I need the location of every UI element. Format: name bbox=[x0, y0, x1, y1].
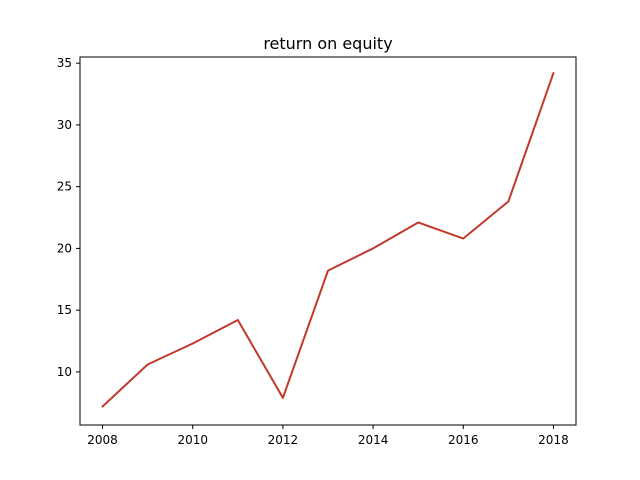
data-point bbox=[327, 269, 329, 272]
y-tick-label: 10 bbox=[57, 365, 72, 379]
x-tick-label: 2016 bbox=[448, 433, 479, 447]
y-tick-label: 25 bbox=[57, 180, 72, 194]
y-tick-label: 15 bbox=[57, 303, 72, 317]
data-point bbox=[372, 247, 374, 250]
x-tick-label: 2018 bbox=[538, 433, 569, 447]
series-line bbox=[101, 72, 555, 408]
y-tick-label: 30 bbox=[57, 118, 72, 132]
data-point bbox=[552, 72, 555, 74]
x-tick-label: 2012 bbox=[268, 433, 299, 447]
plot-area-frame bbox=[79, 56, 577, 426]
data-point bbox=[462, 237, 465, 240]
data-point bbox=[507, 200, 510, 203]
data-point bbox=[282, 397, 284, 399]
y-tick-label: 35 bbox=[57, 56, 72, 70]
data-point bbox=[101, 405, 104, 408]
data-point bbox=[237, 319, 239, 321]
x-tick-label: 2014 bbox=[358, 433, 389, 447]
y-axis: 10 15 20 25 30 35 bbox=[57, 56, 80, 379]
data-point bbox=[146, 363, 149, 366]
x-axis: 2008 2010 2012 2014 2016 2018 bbox=[87, 425, 569, 447]
chart-title: return on equity bbox=[263, 34, 392, 53]
x-tick-label: 2010 bbox=[177, 433, 208, 447]
data-point bbox=[191, 342, 194, 345]
x-tick-label: 2008 bbox=[87, 433, 118, 447]
data-point bbox=[417, 221, 419, 224]
series-group bbox=[101, 72, 555, 408]
y-tick-label: 20 bbox=[57, 241, 72, 255]
